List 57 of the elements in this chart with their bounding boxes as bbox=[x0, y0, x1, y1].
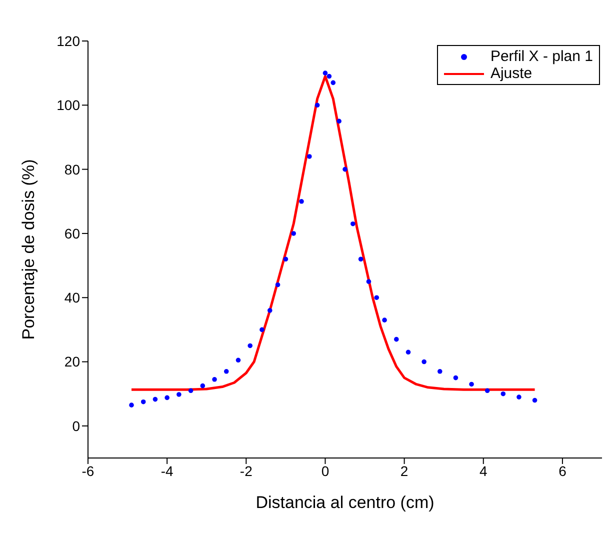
point bbox=[307, 154, 312, 159]
point bbox=[330, 80, 336, 86]
point bbox=[406, 350, 411, 355]
point bbox=[453, 375, 458, 380]
point bbox=[283, 256, 288, 262]
y-axis-title: Porcentaje de dosis (%) bbox=[19, 159, 38, 340]
point bbox=[164, 395, 170, 400]
point bbox=[248, 343, 252, 348]
x-tick-label: -2 bbox=[240, 462, 253, 479]
point bbox=[299, 198, 304, 204]
y-tick-label: 100 bbox=[56, 97, 80, 114]
point bbox=[484, 388, 490, 394]
point bbox=[200, 383, 206, 388]
point bbox=[438, 369, 442, 374]
point bbox=[516, 394, 522, 400]
point bbox=[129, 402, 134, 408]
point bbox=[358, 256, 364, 262]
point bbox=[350, 221, 356, 226]
point bbox=[394, 336, 399, 342]
point bbox=[212, 377, 217, 382]
point bbox=[342, 166, 348, 172]
point bbox=[469, 382, 474, 387]
point bbox=[532, 398, 538, 403]
point bbox=[374, 295, 380, 300]
point bbox=[152, 396, 158, 402]
legend-label: Ajuste bbox=[490, 65, 532, 82]
x-tick-label: 0 bbox=[321, 462, 330, 479]
point bbox=[267, 308, 272, 313]
point bbox=[140, 399, 146, 404]
point bbox=[326, 74, 332, 79]
point bbox=[336, 118, 342, 124]
x-axis-title: Distancia al centro (cm) bbox=[256, 493, 434, 512]
y-tick-label: 40 bbox=[64, 290, 80, 306]
x-tick-label: 2 bbox=[400, 462, 408, 479]
point bbox=[500, 391, 506, 396]
point bbox=[366, 279, 372, 284]
y-tick-label: 120 bbox=[56, 32, 80, 49]
y-tick-label: 20 bbox=[64, 354, 80, 370]
legend-label: Perfil X - plan 1 bbox=[490, 48, 593, 65]
point bbox=[314, 102, 320, 108]
point bbox=[275, 282, 280, 288]
x-tick-label: 4 bbox=[479, 462, 488, 479]
y-tick-label: 80 bbox=[64, 161, 80, 178]
point bbox=[236, 358, 241, 363]
point bbox=[322, 70, 328, 76]
point bbox=[176, 392, 182, 397]
y-tick-label: 60 bbox=[64, 225, 80, 242]
x-tick-label: -6 bbox=[82, 462, 94, 479]
y-tick-label: 0 bbox=[72, 418, 80, 434]
point bbox=[382, 318, 387, 322]
point bbox=[291, 231, 296, 236]
x-tick-label: 6 bbox=[558, 462, 567, 479]
point bbox=[224, 369, 229, 374]
x-tick-label: -4 bbox=[160, 462, 174, 479]
point bbox=[422, 359, 426, 364]
point bbox=[260, 327, 264, 332]
point bbox=[188, 388, 194, 394]
